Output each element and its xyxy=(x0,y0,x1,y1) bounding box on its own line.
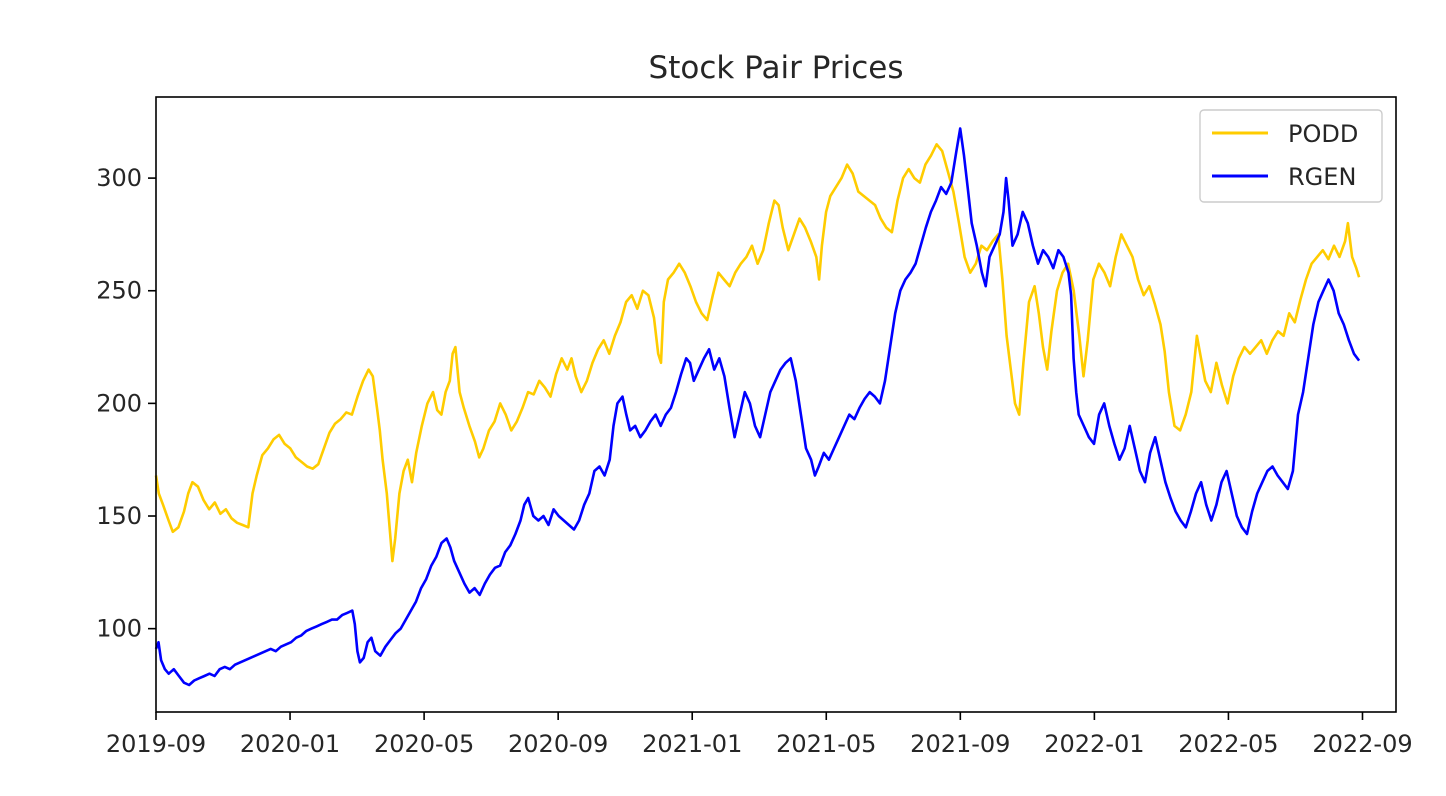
series-line-podd xyxy=(154,143,1361,563)
x-tick-label: 2022-01 xyxy=(1044,730,1144,758)
y-tick-label: 300 xyxy=(96,164,142,192)
x-tick-label: 2022-05 xyxy=(1178,730,1278,758)
y-tick-label: 100 xyxy=(96,615,142,643)
x-tick-label: 2020-09 xyxy=(508,730,608,758)
x-tick-label: 2019-09 xyxy=(106,730,206,758)
x-tick-label: 2021-05 xyxy=(776,730,876,758)
series-line-rgen xyxy=(154,127,1361,687)
series-layer xyxy=(154,127,1361,687)
x-tick-label: 2022-09 xyxy=(1312,730,1412,758)
x-tick-label: 2021-01 xyxy=(642,730,742,758)
x-axis: 2019-09 2020-01 2020-05 2020-09 2021-01 2021-… xyxy=(106,712,1413,758)
y-tick-label: 150 xyxy=(96,502,142,530)
x-tick-label: 2020-05 xyxy=(374,730,474,758)
y-tick-label: 200 xyxy=(96,389,142,417)
y-tick-label: 250 xyxy=(96,277,142,305)
y-axis: 100 150 200 250 300 xyxy=(96,164,156,643)
plot-frame xyxy=(155,96,1397,713)
legend-label-rgen: RGEN xyxy=(1288,163,1356,191)
legend: PODD RGEN xyxy=(1199,109,1383,203)
x-tick-label: 2020-01 xyxy=(240,730,340,758)
chart-title: Stock Pair Prices xyxy=(649,50,904,86)
x-tick-label: 2021-09 xyxy=(910,730,1010,758)
legend-label-podd: PODD xyxy=(1288,120,1358,148)
